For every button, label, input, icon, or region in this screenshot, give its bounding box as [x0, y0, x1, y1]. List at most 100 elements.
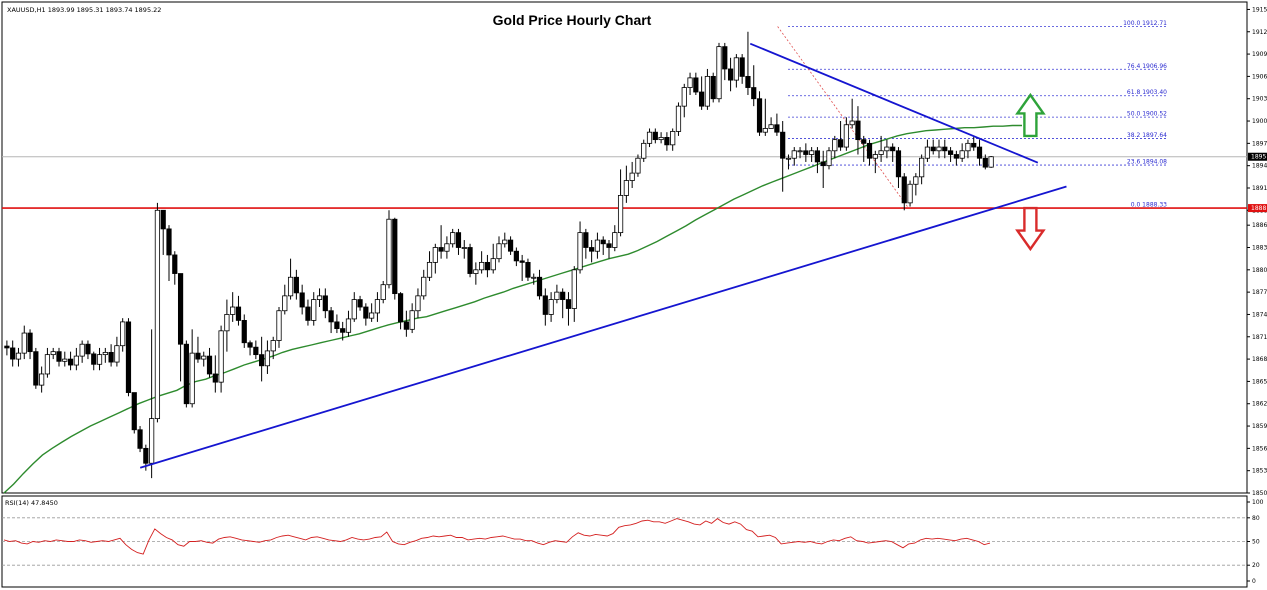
candle	[727, 57, 734, 92]
candle	[409, 303, 415, 334]
bull-candle-body	[496, 243, 502, 260]
bear-candle-body	[976, 146, 983, 159]
bull-candle-body	[149, 418, 155, 464]
bear-candle-body	[519, 260, 525, 263]
bear-candle-body	[4, 345, 10, 349]
candle	[299, 284, 305, 315]
price-tick-label: 1853	[1252, 468, 1267, 475]
candle	[311, 292, 317, 326]
bull-candle-body	[79, 343, 85, 357]
bear-candle-body	[108, 351, 114, 363]
bear-candle-body	[212, 373, 218, 383]
candle	[942, 139, 948, 159]
bear-candle-body	[27, 332, 33, 353]
bull-candle-body	[50, 351, 56, 356]
candle	[820, 150, 826, 188]
trendline-layer	[139, 42, 1067, 469]
candle	[137, 426, 143, 453]
rsi-tick-label: 20	[1252, 562, 1260, 569]
bear-candle-body	[901, 176, 907, 204]
candle	[554, 284, 560, 304]
candle	[733, 54, 739, 88]
moving-average-line	[3, 124, 1022, 494]
candle	[791, 147, 797, 166]
bull-candle-body	[380, 284, 386, 300]
candle	[809, 147, 815, 162]
bull-candle-body	[617, 195, 624, 234]
candle	[154, 202, 161, 423]
candle	[652, 128, 658, 144]
bull-candle-body	[768, 124, 774, 129]
candle	[542, 288, 548, 326]
bull-candle-body	[351, 299, 357, 320]
candle	[890, 143, 896, 162]
bear-candle-body	[143, 447, 149, 464]
candle	[502, 232, 508, 248]
bear-candle-body	[253, 346, 259, 356]
bear-candle-body	[542, 295, 548, 315]
candle	[172, 251, 178, 285]
bear-candle-body	[247, 342, 253, 348]
bull-candle-body	[230, 306, 236, 315]
bull-candle-body	[641, 142, 647, 159]
bull-candle-body	[612, 232, 618, 248]
bull-candle-body	[785, 157, 792, 160]
candle	[369, 303, 375, 322]
bear-candle-body	[10, 347, 16, 360]
bear-candle-body	[85, 343, 91, 355]
bear-candle-body	[930, 146, 936, 152]
candle	[73, 347, 79, 371]
bull-candle-body	[849, 120, 855, 126]
candle	[826, 147, 832, 170]
bear-candle-body	[814, 150, 821, 163]
bull-candle-body	[224, 314, 230, 332]
price-tick-label: 1883	[1252, 245, 1267, 252]
bear-candle-body	[780, 131, 786, 159]
candle	[681, 83, 687, 118]
candle	[50, 347, 56, 360]
price-tick-label: 1915	[1252, 6, 1267, 13]
bull-candle-body	[282, 295, 288, 312]
price-tick-label: 1894	[1252, 163, 1267, 170]
bull-candle-body	[386, 218, 392, 286]
bear-candle-body	[536, 276, 543, 297]
candle	[241, 314, 247, 348]
bear-candle-body	[606, 243, 612, 248]
bull-candle-body	[936, 146, 942, 152]
candle	[44, 347, 51, 378]
candle	[988, 155, 994, 168]
candle	[745, 31, 751, 95]
candle	[623, 165, 629, 203]
candle	[357, 295, 363, 311]
candle	[328, 307, 334, 334]
bear-candle-body	[328, 310, 334, 323]
current-price-tag: 1895	[1251, 154, 1266, 161]
support-price-tag-bg	[1248, 204, 1267, 213]
bull-candle-body	[374, 299, 381, 314]
price-tick-label: 1874	[1252, 311, 1267, 318]
candle	[282, 284, 288, 315]
bull-candle-body	[670, 131, 676, 146]
rsi-axis: 100 80 50 20 0	[1247, 499, 1264, 585]
bull-candle-body	[832, 139, 838, 152]
bear-candle-body	[589, 247, 595, 252]
candle	[287, 258, 294, 300]
bull-candle-body	[39, 373, 45, 386]
bear-candle-body	[820, 161, 826, 167]
bull-candle-body	[461, 247, 467, 249]
bear-candle-body	[195, 352, 201, 360]
candle	[102, 347, 108, 363]
bear-candle-body	[484, 261, 491, 271]
candle	[496, 236, 502, 263]
candle	[832, 135, 838, 159]
candle	[866, 139, 873, 166]
candle	[629, 161, 635, 188]
candle	[56, 347, 62, 367]
candle	[513, 247, 519, 267]
candle	[85, 340, 91, 360]
candle	[872, 150, 878, 174]
bull-candle-body	[218, 330, 224, 383]
bull-candle-body	[733, 57, 739, 81]
candle	[224, 299, 230, 352]
candle	[62, 351, 68, 367]
